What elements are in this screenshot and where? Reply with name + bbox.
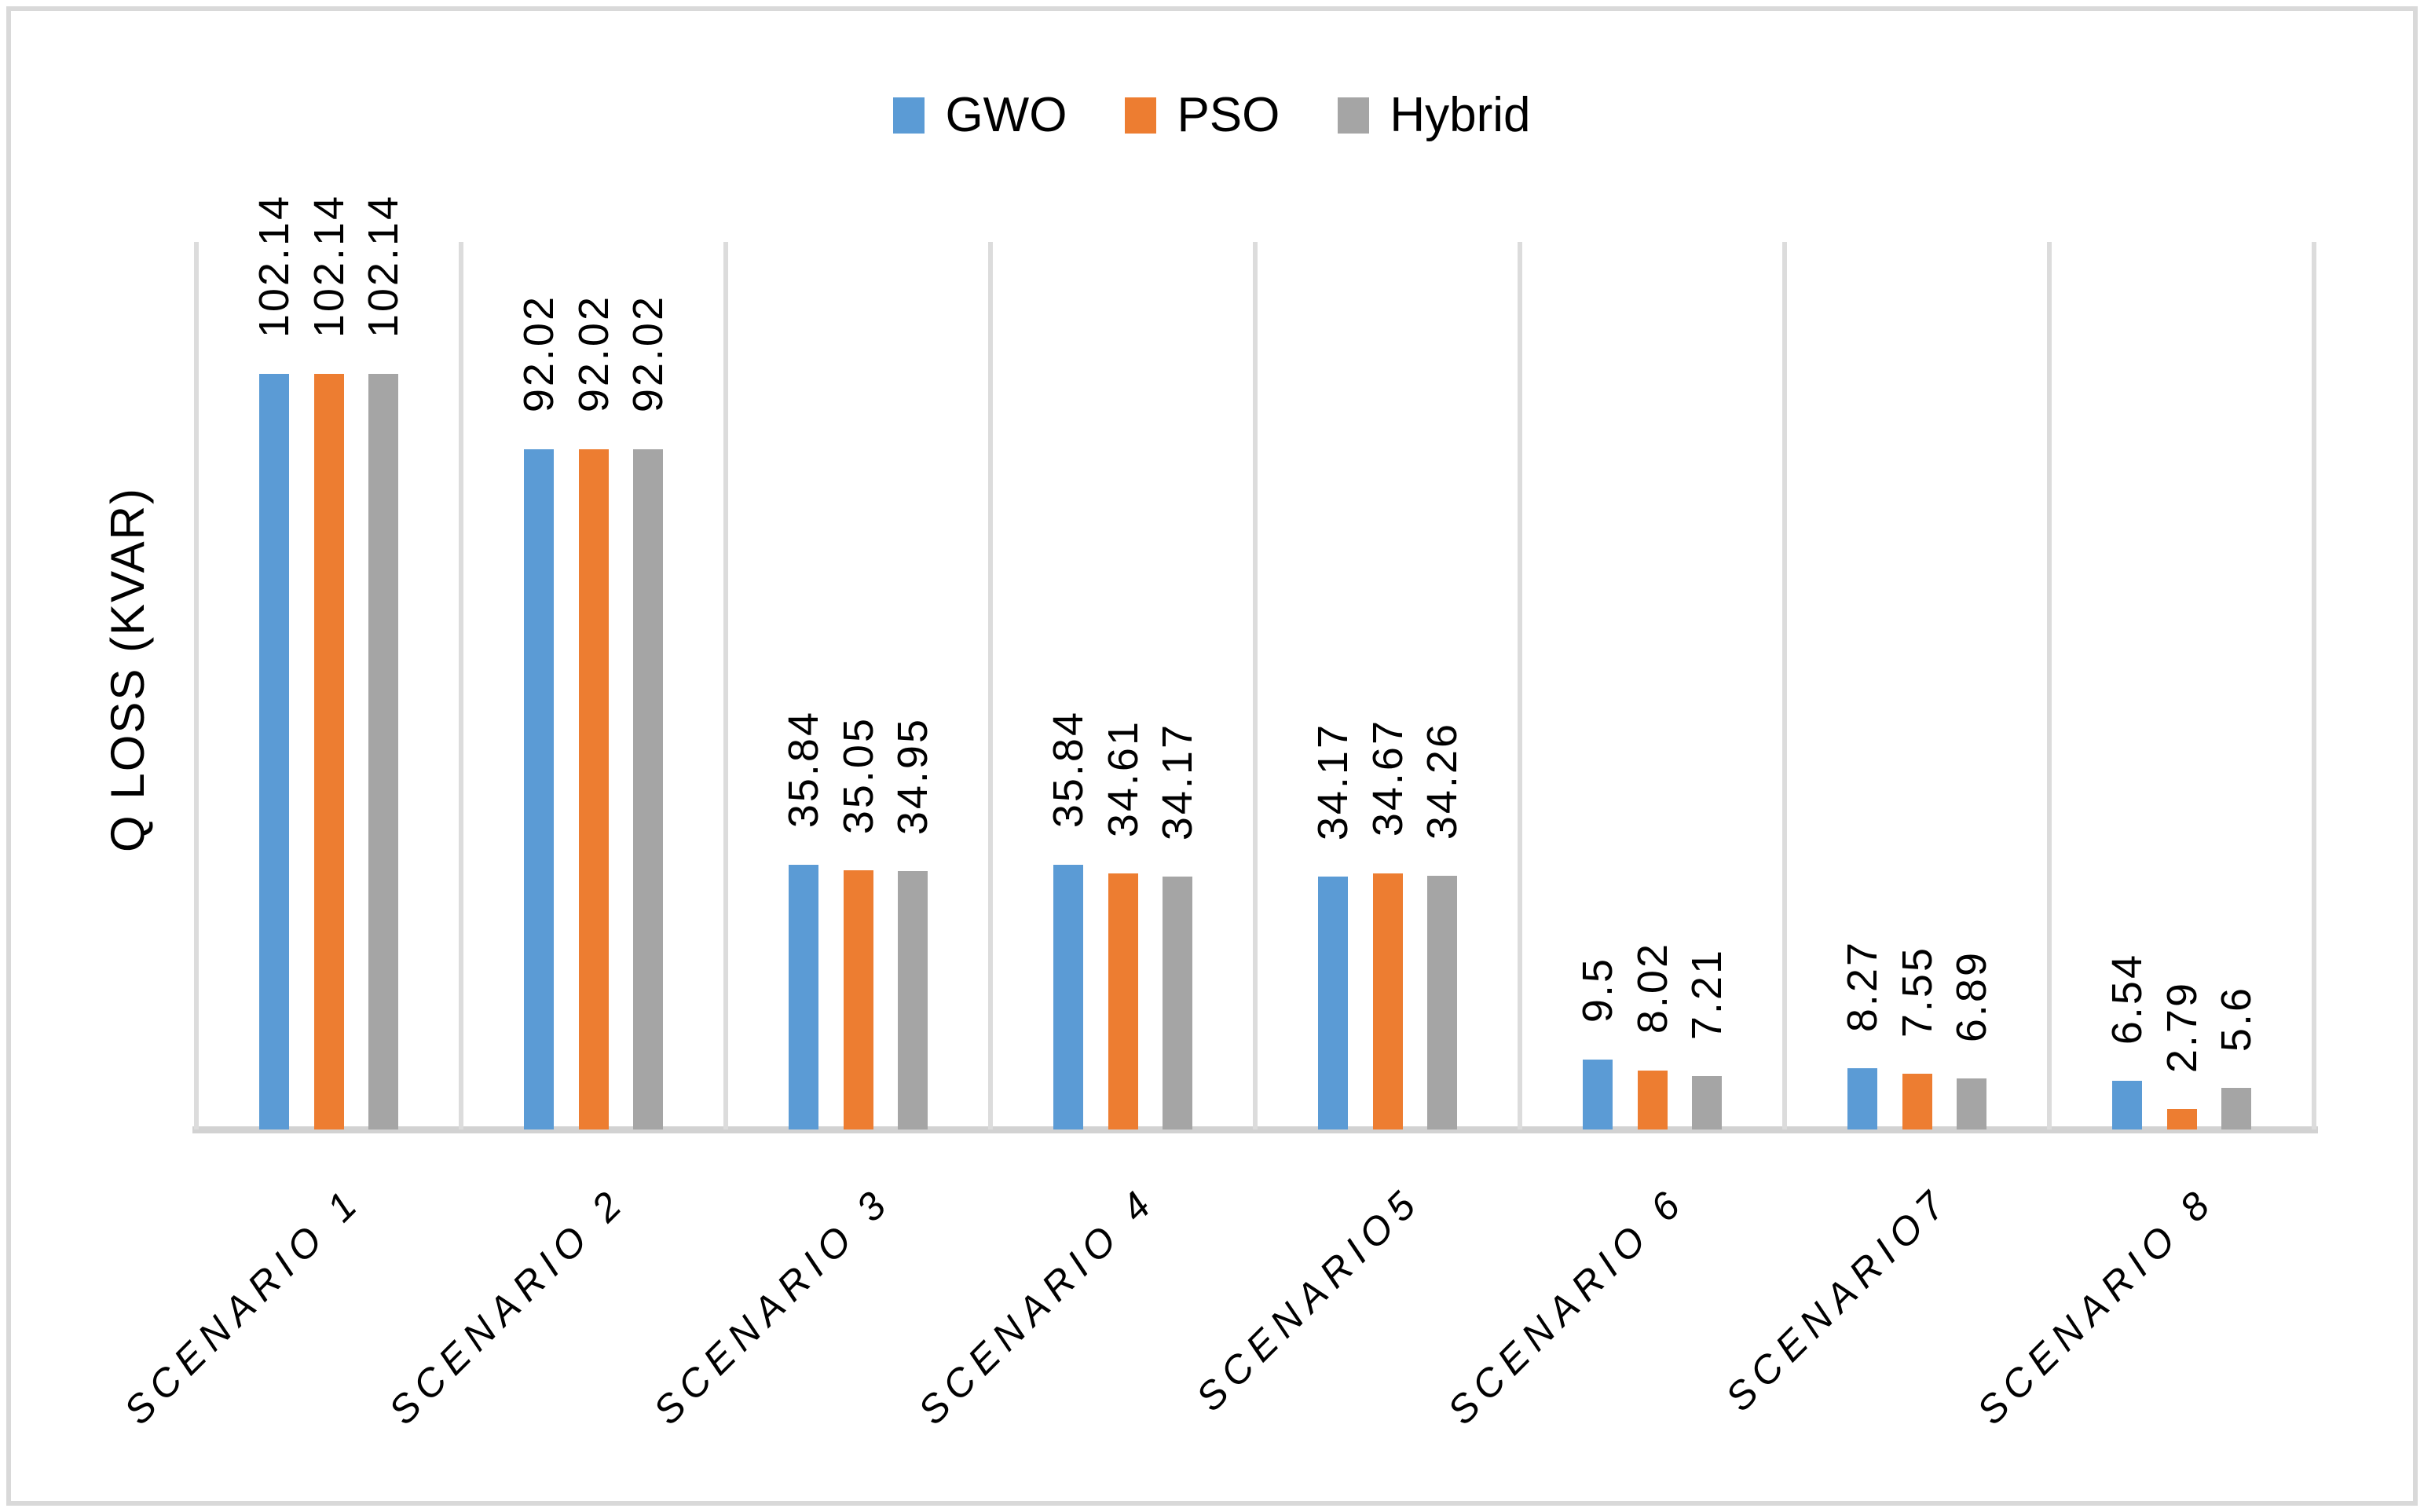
bar-gwo-scenario-3	[789, 864, 818, 1129]
bar-pso-scenario-6	[1637, 1070, 1668, 1129]
value-label-pso-scenario-7: 7.55	[1893, 945, 1941, 1038]
value-label-gwo-scenario-5: 34.17	[1309, 723, 1357, 841]
legend-swatch-pso	[1125, 97, 1157, 134]
bar-pso-scenario-1	[313, 374, 344, 1129]
value-label-gwo-scenario-3: 35.84	[780, 710, 827, 829]
bar-pso-scenario-8	[2166, 1108, 2197, 1129]
value-label-hybrid-scenario-7: 6.89	[1948, 950, 1995, 1043]
bar-hybrid-scenario-5	[1427, 876, 1457, 1129]
gridline	[194, 242, 199, 1129]
value-label-gwo-scenario-1: 102.14	[251, 194, 298, 339]
bar-hybrid-scenario-3	[898, 870, 928, 1129]
bar-pso-scenario-7	[1902, 1073, 1932, 1129]
legend: GWO PSO Hybrid	[0, 91, 2424, 140]
legend-label: PSO	[1177, 88, 1280, 142]
bar-hybrid-scenario-2	[633, 448, 663, 1129]
value-label-pso-scenario-1: 102.14	[305, 194, 353, 339]
value-label-hybrid-scenario-3: 34.95	[889, 716, 936, 835]
bar-pso-scenario-4	[1108, 873, 1138, 1129]
bar-pso-scenario-5	[1372, 873, 1403, 1129]
value-label-gwo-scenario-4: 35.84	[1045, 710, 1092, 829]
value-label-hybrid-scenario-8: 5.6	[2213, 986, 2260, 1053]
plot-area: 102.14 102.14 102.14 92.02 92.02 92.02 35.84 35…	[192, 194, 2318, 1133]
bar-gwo-scenario-4	[1053, 864, 1083, 1129]
value-label-gwo-scenario-7: 8.27	[1839, 940, 1886, 1033]
legend-label: Hybrid	[1390, 88, 1531, 142]
value-label-pso-scenario-5: 34.67	[1364, 719, 1412, 837]
value-label-pso-scenario-3: 35.05	[834, 716, 882, 834]
bar-gwo-scenario-6	[1583, 1059, 1613, 1129]
value-label-hybrid-scenario-5: 34.26	[1419, 722, 1466, 840]
bar-hybrid-scenario-1	[368, 374, 398, 1129]
value-label-hybrid-scenario-2: 92.02	[624, 295, 672, 413]
value-label-hybrid-scenario-4: 34.17	[1154, 723, 1201, 841]
value-label-gwo-scenario-2: 92.02	[515, 295, 562, 413]
bar-hybrid-scenario-6	[1692, 1076, 1722, 1129]
gridline	[459, 242, 463, 1129]
x-axis-label-scenario-1: SCENARIO 1	[115, 1177, 370, 1433]
legend-label: GWO	[945, 88, 1067, 142]
x-axis-line	[192, 1126, 2318, 1133]
y-axis-title: Q LOSS (KVAR)	[101, 487, 154, 852]
gridline	[723, 242, 728, 1129]
legend-item-pso: PSO	[1125, 91, 1280, 140]
value-label-gwo-scenario-6: 9.5	[1574, 957, 1621, 1023]
legend-swatch-hybrid	[1338, 97, 1370, 134]
bar-gwo-scenario-8	[2112, 1081, 2142, 1129]
gridline	[1518, 242, 1522, 1129]
bar-gwo-scenario-1	[259, 374, 289, 1129]
gridline	[988, 242, 993, 1129]
value-label-pso-scenario-4: 34.61	[1099, 719, 1147, 838]
bar-pso-scenario-3	[843, 869, 873, 1129]
value-label-hybrid-scenario-1: 102.14	[360, 194, 407, 339]
legend-swatch-gwo	[893, 97, 925, 134]
legend-item-hybrid: Hybrid	[1338, 88, 1531, 142]
gridline	[2047, 242, 2052, 1129]
value-label-pso-scenario-2: 92.02	[569, 295, 617, 413]
gridline	[2312, 242, 2316, 1129]
value-label-pso-scenario-8: 2.79	[2158, 980, 2206, 1073]
bar-gwo-scenario-7	[1847, 1068, 1877, 1129]
value-label-pso-scenario-6: 8.02	[1628, 942, 1676, 1034]
gridline	[1253, 242, 1258, 1129]
bar-gwo-scenario-5	[1318, 877, 1348, 1129]
bar-hybrid-scenario-7	[1957, 1078, 1986, 1129]
bar-hybrid-scenario-4	[1163, 877, 1192, 1129]
gridline	[1782, 242, 1787, 1129]
legend-item-gwo: GWO	[893, 91, 1067, 140]
bar-gwo-scenario-2	[524, 448, 554, 1129]
value-label-hybrid-scenario-6: 7.21	[1683, 948, 1730, 1041]
value-label-gwo-scenario-8: 6.54	[2104, 953, 2151, 1045]
bar-hybrid-scenario-8	[2221, 1088, 2251, 1129]
bar-pso-scenario-2	[578, 448, 609, 1129]
